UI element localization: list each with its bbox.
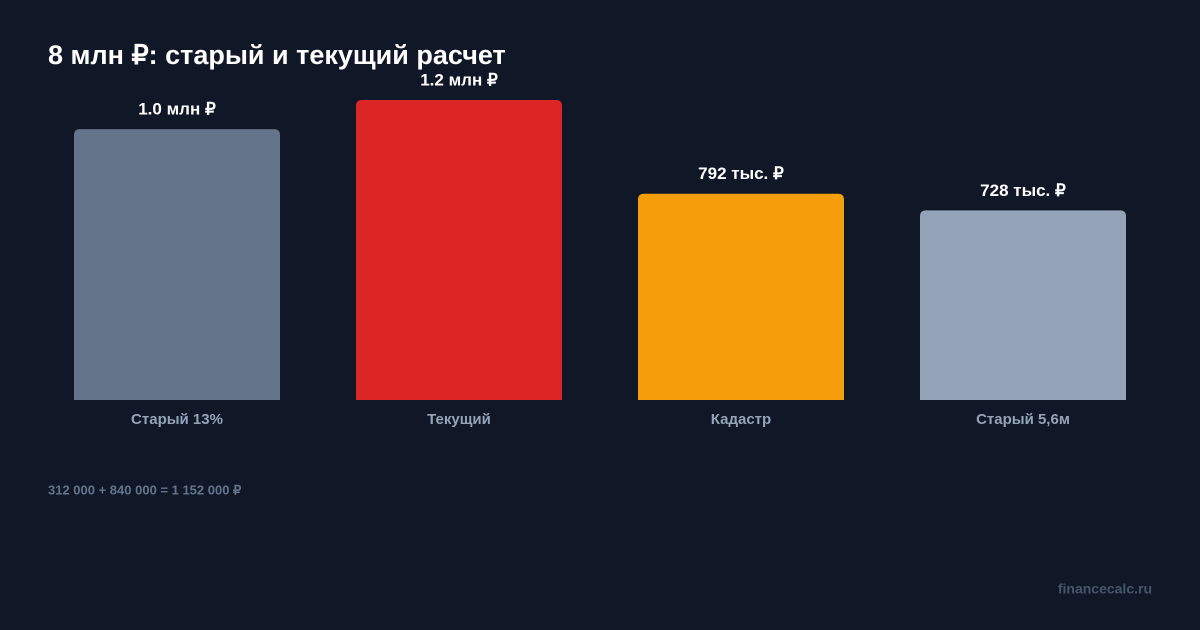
- bar: [74, 129, 280, 400]
- x-tick-label: Текущий: [427, 411, 491, 428]
- value-label: 1.2 млн ₽: [420, 70, 498, 89]
- bar: [638, 193, 844, 400]
- note: 312 000 + 840 000 = 1 152 000 ₽: [48, 482, 242, 497]
- value-label: 728 тыс. ₽: [980, 181, 1066, 200]
- x-tick-label: Кадастр: [711, 411, 771, 428]
- source: financecalc.ru: [1058, 581, 1152, 597]
- x-tick-label: Старый 13%: [131, 411, 223, 428]
- x-tick-label: Старый 5,6м: [976, 411, 1070, 428]
- bar: [356, 100, 562, 400]
- chart-title: 8 млн ₽: старый и текущий расчет: [48, 40, 506, 70]
- value-label: 1.0 млн ₽: [138, 100, 216, 119]
- bar: [920, 210, 1126, 400]
- value-label: 792 тыс. ₽: [698, 164, 784, 183]
